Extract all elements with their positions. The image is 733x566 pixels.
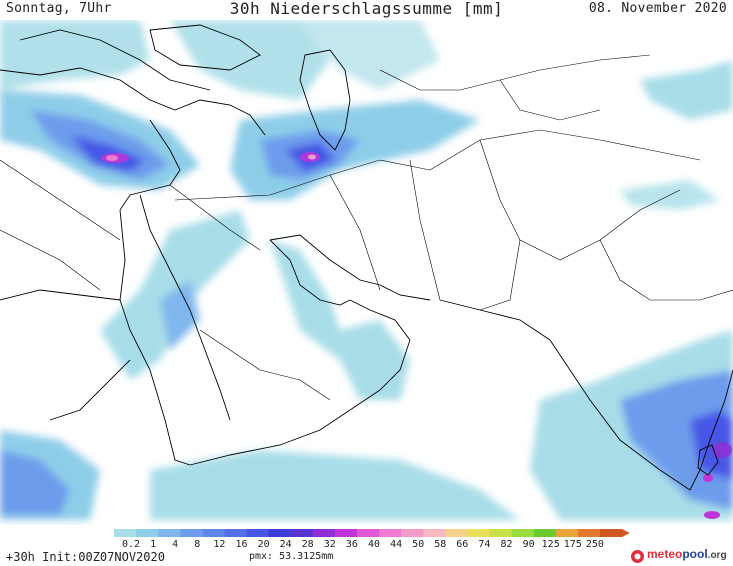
colorbar-tick-label: 66: [456, 539, 469, 550]
colorbar-tick-label: 175: [563, 539, 582, 550]
colorbar: [114, 529, 630, 537]
colorbar-swatch: [533, 529, 557, 537]
colorbar-tick-label: 50: [412, 539, 425, 550]
colorbar-tick-label: 90: [522, 539, 535, 550]
colorbar-swatch: [180, 529, 203, 537]
colorbar-swatch: [246, 529, 269, 537]
colorbar-swatch: [356, 529, 380, 537]
colorbar-swatch: [202, 529, 225, 537]
colorbar-swatch: [268, 529, 291, 537]
colorbar-tick-label: 1: [150, 539, 157, 550]
colorbar-tick-label: 58: [434, 539, 447, 550]
colorbar-tick-label: 40: [367, 539, 381, 550]
colorbar-tick-label: 250: [585, 539, 604, 550]
colorbar-swatch: [467, 529, 490, 537]
colorbar-swatch: [290, 529, 314, 537]
colorbar-swatch: [158, 529, 181, 537]
colorbar-tick-label: 82: [500, 539, 513, 550]
colorbar-swatch: [224, 529, 247, 537]
colorbar-swatch: [312, 529, 336, 537]
legend-area: 0.2 1 4 8 12 16 20 24 28 32 36 40 44 50 58 66 74 82 90 125 1…: [0, 525, 733, 566]
colorbar-swatch: [334, 529, 358, 537]
forecast-date: 08. November 2020: [588, 1, 727, 16]
colorbar-swatch: [511, 529, 534, 537]
colorbar-tick-label: 16: [235, 539, 248, 550]
meteopool-logo-icon: [631, 550, 644, 563]
precipitation-field: [0, 20, 733, 520]
map-header: Sonntag, 7Uhr 30h Niederschlagssumme [mm…: [0, 0, 733, 20]
colorbar-swatch: [401, 529, 424, 537]
colorbar-tick-label: 20: [257, 539, 270, 550]
colorbar-swatch: [136, 529, 159, 537]
logo-text: meteopool.org: [647, 547, 727, 561]
colorbar-tick-label: 24: [279, 539, 292, 550]
meteopool-logo[interactable]: meteopool.org: [630, 547, 732, 565]
colorbar-swatch: [114, 529, 137, 537]
colorbar-tick-label: 44: [390, 539, 403, 550]
colorbar-tick-label: 8: [194, 539, 201, 550]
colorbar-swatch: [489, 529, 512, 537]
colorbar-swatch: [445, 529, 468, 537]
colorbar-tick-label: 28: [301, 539, 314, 550]
colorbar-tick-label: 74: [478, 539, 491, 550]
colorbar-tick-label: 32: [323, 539, 336, 550]
colorbar-tick-label: 36: [345, 539, 358, 550]
precipitation-cores: [101, 152, 732, 519]
colorbar-swatch: [599, 529, 623, 537]
forecast-day-time: Sonntag, 7Uhr: [6, 1, 112, 16]
pmx-value: pmx: 53.3125mm: [249, 551, 334, 562]
map-title: 30h Niederschlagssumme [mm]: [229, 0, 504, 18]
colorbar-swatch: [423, 529, 446, 537]
colorbar-swatch: [577, 529, 601, 537]
colorbar-tick-label: 0.2: [121, 539, 141, 550]
precipitation-map: [0, 20, 733, 520]
colorbar-tick-label: 4: [172, 539, 179, 550]
colorbar-arrow: [622, 529, 630, 537]
colorbar-tick-label: 12: [213, 539, 226, 550]
colorbar-swatch: [379, 529, 402, 537]
coastlines-and-borders: [0, 24, 733, 491]
colorbar-swatch: [555, 529, 579, 537]
init-time: +30h Init:00Z07NOV2020: [6, 550, 165, 564]
colorbar-tick-label: 125: [541, 539, 560, 550]
